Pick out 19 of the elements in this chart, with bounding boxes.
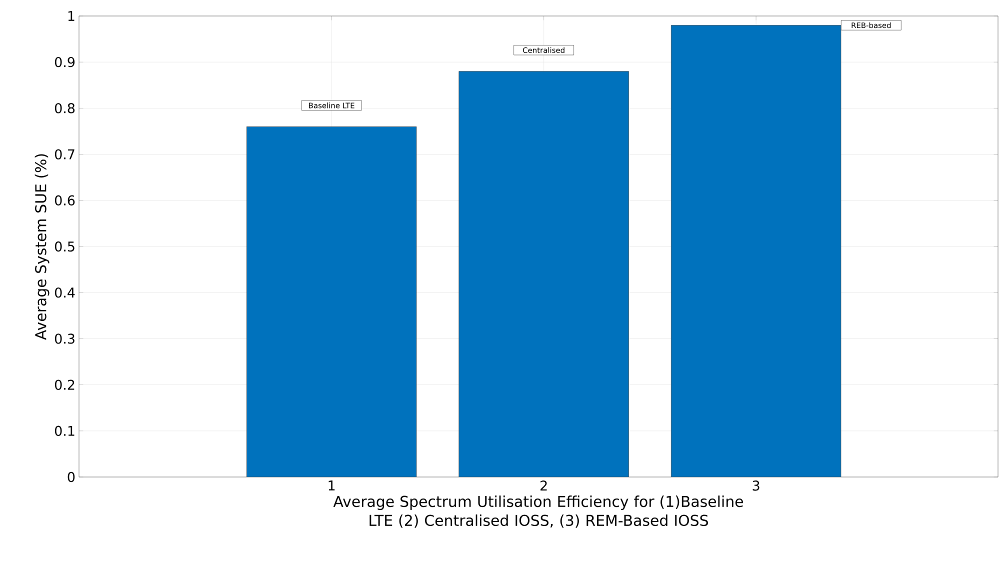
bar <box>458 71 629 477</box>
y-tick-label: 0.5 <box>54 241 74 252</box>
y-tick-label: 0 <box>68 472 75 482</box>
y-tick-label: 1 <box>68 11 74 21</box>
x-axis-title: Average Spectrum Utilisation Efficiency for (1)Baseline LTE (2) Centralised IOSS, (3) REM-Based IOSS <box>333 496 744 528</box>
y-tick-label: 0.7 <box>54 149 74 160</box>
bar <box>246 126 417 477</box>
x-tick-label: 1 <box>328 480 335 490</box>
x-tick-label: 3 <box>752 480 760 491</box>
bar <box>670 25 842 477</box>
y-tick-label: 0.8 <box>54 103 75 114</box>
y-axis-title: Average System SUE (%) <box>34 154 50 340</box>
y-tick-label: 0.4 <box>54 288 75 298</box>
y-tick-label: 0.9 <box>54 57 75 68</box>
y-tick-label: 0.6 <box>54 195 75 206</box>
y-tick-label: 0.1 <box>54 426 74 436</box>
x-tick-label: 2 <box>540 480 547 490</box>
y-tick-label: 0.2 <box>54 380 74 390</box>
y-tick-label: 0.3 <box>54 334 74 344</box>
